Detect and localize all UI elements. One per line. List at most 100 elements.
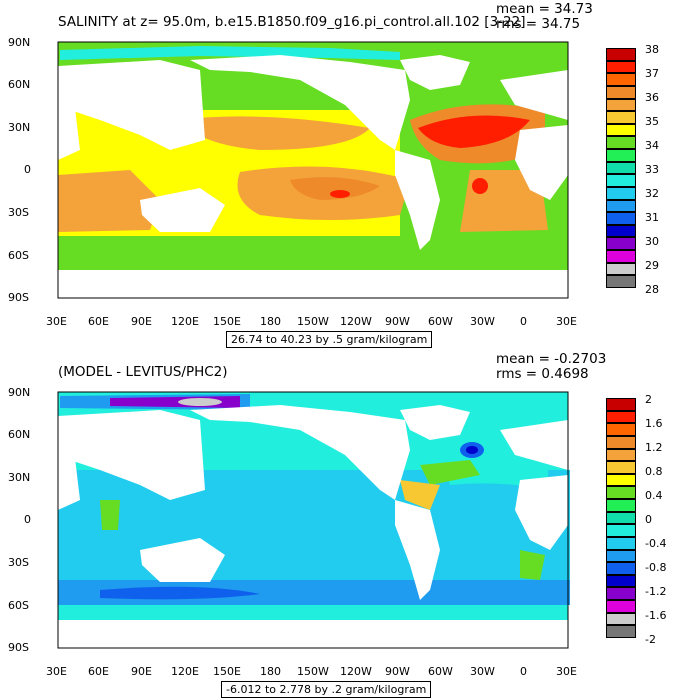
colorbar-tick-label: 0 <box>645 513 652 526</box>
panel2-land <box>58 405 568 648</box>
colorbar-swatch <box>606 511 636 525</box>
colorbar-tick-label: 30 <box>645 235 659 248</box>
panel1-africa-east <box>58 105 80 160</box>
panel1-rms: rms = 34.75 <box>496 16 581 32</box>
panel1-lon-label: 0 <box>520 315 527 328</box>
panel2-lat-label: 60N <box>8 428 31 441</box>
panel2-lat-label: 30N <box>8 471 31 484</box>
colorbar-tick-label: 1.6 <box>645 417 663 430</box>
panel1-natl-core <box>418 115 530 148</box>
colorbar-swatch <box>606 73 636 86</box>
panel1-australia <box>140 188 225 232</box>
panel1-antarctica <box>58 270 568 298</box>
panel1-lon-axis: 30E 60E 90E 120E 150E 180 150W 120W 90W … <box>0 315 700 329</box>
panel1-lon-label: 180 <box>260 315 281 328</box>
colorbar-tick-label: 33 <box>645 163 659 176</box>
colorbar-swatch <box>606 262 636 276</box>
panel2-natl-green <box>420 460 480 485</box>
colorbar-swatch <box>606 612 636 626</box>
colorbar-tick-label: 0.8 <box>645 465 663 478</box>
panel1-lat-label: 30N <box>8 121 31 134</box>
panel2-lat-label: 90S <box>8 641 29 654</box>
panel2-lon-label: 60E <box>88 665 109 678</box>
colorbar-swatch <box>606 136 636 150</box>
panel2-eurasia <box>58 410 205 500</box>
colorbar-swatch <box>606 574 636 588</box>
panel1-satl-max <box>472 178 488 194</box>
panel2-mid-band <box>58 470 570 580</box>
colorbar-tick-label: -0.4 <box>645 537 667 550</box>
panel1-frame <box>57 41 569 299</box>
panel2-lat-label: 90N <box>8 386 31 399</box>
panel1-npac-high <box>180 116 370 150</box>
panel1-lon-label: 30W <box>470 315 495 328</box>
colorbar-swatch <box>606 275 636 288</box>
colorbar-swatch <box>606 499 636 512</box>
colorbar-tick-label: 29 <box>645 259 659 272</box>
colorbar-swatch <box>606 486 636 500</box>
panel2-indian-high <box>100 500 120 530</box>
panel2-arctic-min <box>178 398 222 406</box>
panel2-lon-label: 60W <box>428 665 453 678</box>
panel2-south-america <box>395 500 440 600</box>
colorbar-tick-label: 38 <box>645 43 659 56</box>
panel1-north-america <box>190 55 410 150</box>
panel2-lon-label: 90W <box>385 665 410 678</box>
panel1-africa-europe <box>500 70 568 120</box>
panel1-lat-label: 30S <box>8 206 29 219</box>
panel1-lon-label: 30E <box>46 315 67 328</box>
panel2-mean: mean = -0.2703 <box>496 351 607 367</box>
colorbar-tick-label: -1.6 <box>645 609 667 622</box>
panel2-lon-label: 180 <box>260 665 281 678</box>
panel2-lat-label: 60S <box>8 599 29 612</box>
colorbar-swatch <box>606 48 636 61</box>
colorbar-tick-label: 35 <box>645 115 659 128</box>
panel2-title: (MODEL - LEVITUS/PHC2) <box>58 364 228 380</box>
colorbar-tick-label: 31 <box>645 211 659 224</box>
panel2-lon-label: 150E <box>213 665 241 678</box>
panel1-lon-label: 150W <box>297 315 329 328</box>
colorbar-swatch <box>606 435 636 449</box>
colorbar-swatch <box>606 423 636 436</box>
colorbar-tick-label: 36 <box>645 91 659 104</box>
panel1-mean: mean = 34.73 <box>496 1 593 17</box>
colorbar-swatch <box>606 562 636 575</box>
panel2-colorbar-labels: 2 1.6 1.2 0.8 0.4 0 -0.4 -0.8 -1.2 -1.6 -2 <box>645 393 695 646</box>
colorbar-swatch <box>606 473 636 487</box>
panel2-lat-label: 0 <box>24 513 31 526</box>
panel2-lon-label: 120E <box>171 665 199 678</box>
colorbar-tick-label: 1.2 <box>645 441 663 454</box>
panel2-frame <box>57 391 569 649</box>
panel1-africa <box>515 125 568 200</box>
colorbar-swatch <box>606 111 636 124</box>
colorbar-tick-label: 0.4 <box>645 489 663 502</box>
panel2-lon-label: 120W <box>340 665 372 678</box>
panel2-africa-europe <box>500 420 568 470</box>
colorbar-tick-label: 37 <box>645 67 659 80</box>
panel1-lon-label: 60W <box>428 315 453 328</box>
panel2-north-america <box>190 405 410 500</box>
colorbar-tick-label: 34 <box>645 139 659 152</box>
colorbar-swatch <box>606 161 636 175</box>
panel2-lon-axis: 30E 60E 90E 120E 150E 180 150W 120W 90W … <box>0 665 700 679</box>
panel2-lon-label: 0 <box>520 665 527 678</box>
colorbar-swatch <box>606 625 636 638</box>
colorbar-swatch <box>606 174 636 187</box>
panel1-lat-label: 90S <box>8 291 29 304</box>
colorbar-tick-label: -1.2 <box>645 585 667 598</box>
panel1-colorbar <box>606 48 636 288</box>
panel1-colorbar-labels: 38 37 36 35 34 33 32 31 30 29 28 <box>645 43 695 296</box>
panel1-arctic-low <box>60 46 400 60</box>
colorbar-swatch <box>606 448 636 462</box>
panel1-lat-label: 0 <box>24 163 31 176</box>
panel2-africa-east <box>58 455 80 510</box>
colorbar-tick-label: 28 <box>645 283 659 296</box>
panel2-map <box>57 391 570 649</box>
panel2-rms: rms = 0.4698 <box>496 366 589 382</box>
panel1-lon-label: 60E <box>88 315 109 328</box>
colorbar-swatch <box>606 224 636 238</box>
panel1-map <box>57 41 569 299</box>
colorbar-tick-label: 2 <box>645 393 652 406</box>
colorbar-swatch <box>606 60 636 74</box>
colorbar-tick-label: -0.8 <box>645 561 667 574</box>
